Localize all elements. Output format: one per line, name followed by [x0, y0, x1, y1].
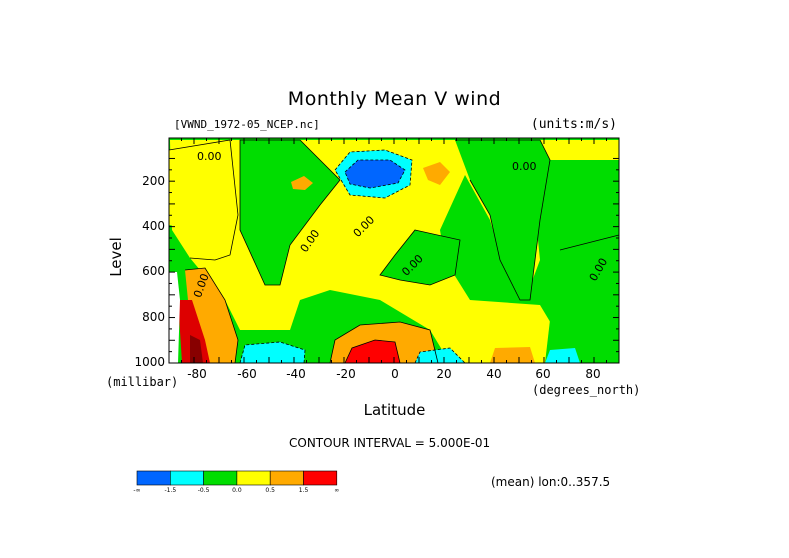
- x-axis-label: Latitude: [363, 401, 426, 419]
- colorbar-label: -∞: [133, 487, 141, 494]
- contour-lines: [168, 139, 620, 364]
- green-negative-region: [455, 140, 550, 300]
- y-tick-label: 600: [142, 264, 165, 278]
- orange-patch: [490, 347, 535, 363]
- orange-patch: [291, 176, 313, 190]
- blue-core: [345, 160, 405, 188]
- colorbar-swatch: [136, 470, 171, 486]
- x-tick-label: -20: [336, 367, 356, 381]
- green-negative-region: [240, 140, 340, 285]
- filled-contours: [169, 140, 619, 363]
- cyan-patch: [240, 342, 305, 363]
- y-tick-label: 400: [142, 219, 165, 233]
- units-label: (units:m/s): [530, 117, 617, 132]
- orange-patch: [423, 162, 450, 185]
- y-tick-label: 200: [142, 174, 165, 188]
- contour-interval-note: CONTOUR INTERVAL = 5.000E-01: [289, 436, 491, 450]
- colorbar-label: ∞: [334, 487, 340, 494]
- x-tick-label: 60: [535, 367, 551, 381]
- colorbar-label: 0.0: [232, 487, 242, 494]
- cyan-patch: [415, 348, 465, 363]
- colorbar-swatch: [303, 470, 338, 486]
- axis-ticks: [168, 138, 620, 364]
- y-tick-label: 1000: [134, 355, 165, 369]
- colorbar: [136, 470, 338, 486]
- colorbar-swatch: [170, 470, 204, 486]
- x-tick-label: 40: [486, 367, 502, 381]
- y-axis-units: (millibar): [106, 375, 179, 389]
- mean-longitude-note: (mean) lon:0..357.5: [491, 475, 611, 489]
- y-tick-label: 800: [142, 310, 165, 324]
- contour-value-label: 0.00: [197, 150, 222, 163]
- colorbar-swatch: [203, 470, 238, 486]
- x-tick-label: 0: [391, 367, 399, 381]
- colorbar-swatch: [269, 470, 304, 486]
- colorbar-label: 0.5: [265, 487, 275, 494]
- contour-value-label: 0.00: [512, 160, 537, 173]
- x-tick-label: 80: [585, 367, 601, 381]
- x-tick-label: -40: [286, 367, 306, 381]
- yellow-positive-region: [170, 140, 238, 260]
- green-negative-region: [380, 230, 460, 285]
- x-axis-units: (degrees_north): [532, 383, 641, 397]
- x-tick-label: 20: [436, 367, 452, 381]
- colorbar-label: -0.5: [197, 487, 210, 494]
- chart-title: Monthly Mean V wind: [287, 88, 502, 110]
- red-patch: [178, 300, 210, 363]
- cyan-patch: [545, 348, 580, 363]
- green-negative-region: [545, 235, 619, 363]
- colorbar-swatch: [236, 470, 271, 486]
- x-tick-label: -60: [237, 367, 257, 381]
- colorbar-label: 1.5: [298, 487, 309, 494]
- colorbar-label: -1.5: [164, 487, 177, 494]
- dataset-label: [VWND_1972-05_NCEP.nc]: [174, 118, 320, 131]
- dark-red-patch: [190, 335, 203, 363]
- x-tick-label: -80: [187, 367, 207, 381]
